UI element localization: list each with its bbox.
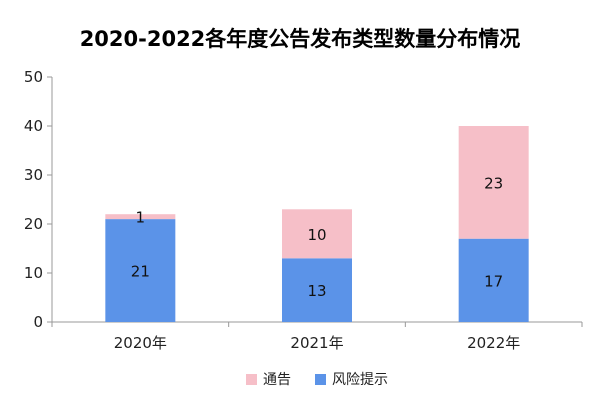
data-label: 21 xyxy=(131,263,150,281)
data-label: 23 xyxy=(484,174,503,192)
data-label: 17 xyxy=(484,272,503,290)
x-tick-label: 2022年 xyxy=(467,334,520,352)
data-label: 1 xyxy=(136,209,146,227)
legend-swatch xyxy=(246,374,257,385)
y-tick-label: 0 xyxy=(33,313,43,331)
legend-swatch xyxy=(315,374,326,385)
bars xyxy=(105,126,529,322)
bar-segment xyxy=(282,209,352,259)
legend: 通告 风险提示 xyxy=(246,372,388,388)
data-labels: 21 1 13 10 17 23 xyxy=(131,174,503,300)
y-tick-label: 40 xyxy=(24,117,43,135)
bar-segment xyxy=(458,126,529,239)
y-tick-label: 30 xyxy=(24,166,43,184)
bar-segment xyxy=(105,214,176,220)
y-tick-label: 50 xyxy=(24,68,43,86)
y-tick-label: 20 xyxy=(24,215,43,233)
x-tick-label: 2020年 xyxy=(114,334,167,352)
data-label: 10 xyxy=(307,226,326,244)
legend-label: 通告 xyxy=(263,372,291,388)
bar-segment xyxy=(282,258,352,322)
chart-title: 2020-2022各年度公告发布类型数量分布情况 xyxy=(80,27,521,51)
axes: 0 10 20 30 40 50 2020年 2021年 2022年 xyxy=(24,68,583,352)
legend-label: 风险提示 xyxy=(332,372,388,388)
y-tick-label: 10 xyxy=(24,264,43,282)
bar-segment xyxy=(105,219,176,322)
bar-segment xyxy=(458,238,529,322)
x-tick-label: 2021年 xyxy=(290,334,343,352)
data-label: 13 xyxy=(307,282,326,300)
